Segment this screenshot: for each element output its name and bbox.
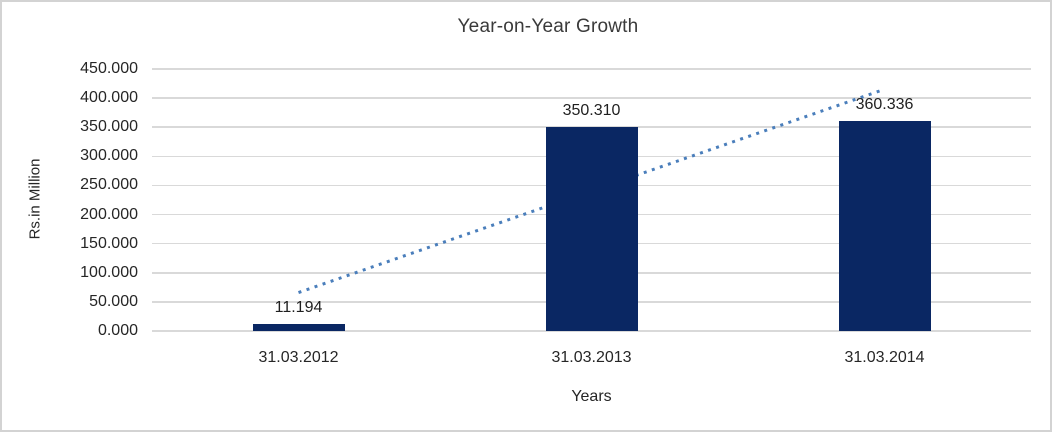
y-axis-tick-label: 150.000: [80, 234, 138, 252]
bar-data-label: 360.336: [855, 96, 914, 114]
x-axis-category-label: 31.03.2012: [258, 349, 339, 366]
y-axis-tick-label: 300.000: [80, 147, 138, 165]
x-axis-category-label: 31.03.2013: [551, 349, 632, 366]
y-axis-tick-label: 350.000: [80, 118, 138, 136]
y-axis-tick-label: 200.000: [80, 205, 138, 223]
y-axis-tick-label: 0.000: [97, 322, 138, 339]
bar-31-03-2012: [252, 324, 345, 331]
x-axis-title: Years: [571, 388, 612, 405]
bar-data-label: 11.194: [274, 299, 323, 317]
bar-31-03-2013: [545, 127, 638, 331]
x-axis-category-label: 31.03.2014: [844, 349, 925, 366]
bar-31-03-2014: [838, 121, 931, 331]
gridline: [152, 97, 1031, 99]
gridline: [152, 330, 1031, 332]
chart-title: Year-on-Year Growth: [457, 16, 639, 37]
y-axis-tick-label: 250.000: [80, 176, 138, 194]
y-axis-tick-label: 450.000: [80, 60, 138, 77]
y-axis-tick-label: 100.000: [80, 263, 138, 281]
y-axis-tick-label: 50.000: [89, 292, 138, 310]
bar-data-label: 350.310: [562, 102, 621, 120]
trendline: [298, 87, 885, 294]
gridline: [152, 68, 1031, 70]
y-axis-tick-label: 400.000: [80, 89, 138, 107]
